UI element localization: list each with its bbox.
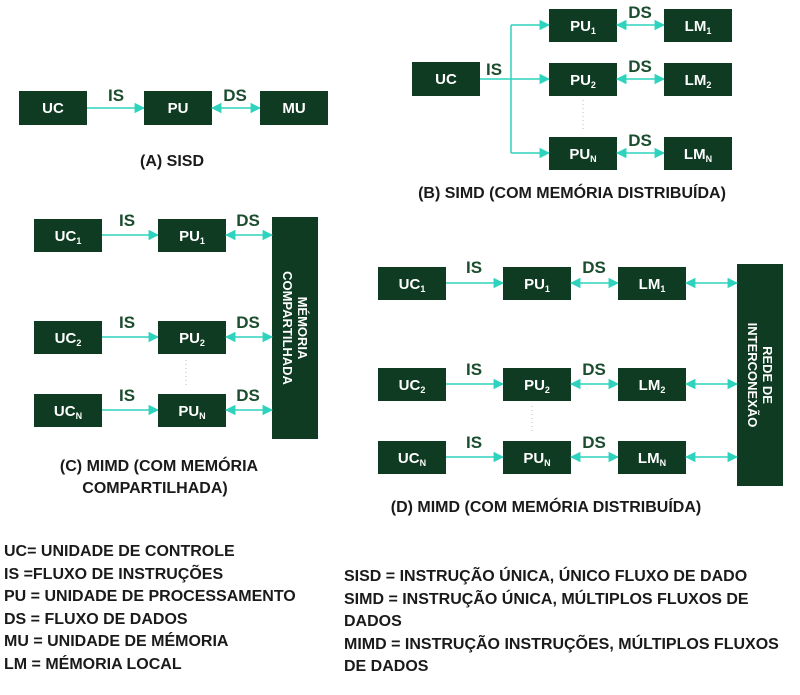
mimd-d-caption: (D) MIMD (COM MEMÓRIA DISTRIBUÍDA) bbox=[391, 497, 701, 516]
simd-lm-label-2: LM2 bbox=[685, 72, 712, 90]
simd-lm-label-n: LMN bbox=[684, 146, 712, 164]
legend-item-mu: MU = UNIDADE DE MÉMORIA bbox=[4, 633, 229, 650]
mimd-c-pu-box-2 bbox=[158, 321, 226, 354]
sisd-pu-label: PU bbox=[168, 100, 189, 117]
mimd-d-lm-label-n: LMN bbox=[638, 450, 666, 468]
mimd-d-pu-box-n bbox=[503, 441, 571, 474]
mimd-c-pu-label-n: PUN bbox=[178, 403, 205, 421]
legend-item-pu: PU = UNIDADE DE PROCESSAMENTO bbox=[4, 588, 296, 605]
sisd-pu-box bbox=[144, 91, 212, 125]
simd-diagram: UC IS PU1 DS LM1 PU2 DS LM2 PUN DS LMN (… bbox=[412, 3, 732, 202]
mimd-c-pu-box-n bbox=[158, 394, 226, 427]
mimd-d-is-label-n: IS bbox=[466, 433, 482, 452]
simd-lm-box-n bbox=[664, 137, 732, 170]
mimd-c-uc-box-1 bbox=[34, 219, 102, 252]
interconnect-label: REDE DEINTERCONEXÃO bbox=[745, 323, 775, 428]
mimd-c-ds-label-n: DS bbox=[236, 386, 260, 405]
legend-item-uc: UC= UNIDADE DE CONTROLE bbox=[4, 543, 235, 560]
mimd-c-pu-box-1 bbox=[158, 219, 226, 252]
mimd-d-pu-box-2 bbox=[503, 368, 571, 401]
mimd-d-pu-label-1: PU1 bbox=[524, 276, 550, 294]
simd-uc-label: UC bbox=[435, 71, 457, 88]
mimd-d-ds-label-2: DS bbox=[582, 360, 606, 379]
simd-pu-box-2 bbox=[549, 63, 617, 96]
mimd-c-caption-line2: COMPARTILHADA) bbox=[82, 480, 227, 497]
sisd-is-label: IS bbox=[108, 86, 124, 105]
mimd-d-lm-label-2: LM2 bbox=[639, 377, 666, 395]
sisd-mu-box bbox=[260, 91, 328, 125]
simd-is-label: IS bbox=[486, 60, 502, 79]
sisd-mu-label: MU bbox=[282, 100, 305, 117]
mimd-c-pu-label-1: PU1 bbox=[179, 228, 205, 246]
mimd-c-uc-label-n: UCN bbox=[54, 403, 82, 421]
mimd-c-is-label-2: IS bbox=[119, 313, 135, 332]
legend-item-ds: DS = FLUXO DE DADOS bbox=[4, 610, 188, 628]
simd-lm-box-2 bbox=[664, 63, 732, 96]
mimd-d-uc-box-2 bbox=[378, 368, 446, 401]
legend-item-mimd: MIMD = INSTRUÇÃO INSTRUÇÕES, MÚLTIPLOS F… bbox=[344, 635, 779, 676]
simd-ds-label-2: DS bbox=[628, 57, 652, 76]
mimd-d-lm-box-2 bbox=[618, 368, 686, 401]
mimd-c-uc-label-1: UC1 bbox=[55, 228, 82, 246]
mimd-d-ds-label-n: DS bbox=[582, 433, 606, 452]
mimd-d-pu-label-n: PUN bbox=[523, 450, 550, 468]
shared-memory-box bbox=[272, 217, 318, 439]
simd-pu-label-n: PUN bbox=[569, 146, 596, 164]
mimd-c-ds-label-2: DS bbox=[236, 313, 260, 332]
legend-item-simd: SIMD = INSTRUÇÃO ÚNICA, MÚLTIPLOS FLUXOS… bbox=[344, 590, 749, 631]
mimd-d-uc-label-n: UCN bbox=[398, 450, 426, 468]
legend-item-is: IS =FLUXO DE INSTRUÇÕES bbox=[4, 565, 224, 583]
mimd-d-ds-label-1: DS bbox=[582, 258, 606, 277]
mimd-c-uc-box-n bbox=[34, 394, 102, 427]
mimd-d-pu-label-2: PU2 bbox=[524, 377, 550, 395]
shared-memory-label: MÉMORIACOMPARTILHADA bbox=[280, 271, 310, 385]
sisd-uc-box bbox=[19, 91, 87, 125]
mimd-c-uc-label-2: UC2 bbox=[55, 330, 82, 348]
mimd-c-ds-label-1: DS bbox=[236, 211, 260, 230]
mimd-d-uc-label-2: UC2 bbox=[399, 377, 426, 395]
sisd-caption: (A) SISD bbox=[140, 153, 204, 170]
legend-right: SISD = INSTRUÇÃO ÚNICA, ÚNICO FLUXO DE D… bbox=[344, 566, 794, 679]
mimd-d-is-label-2: IS bbox=[466, 360, 482, 379]
mimd-d-is-label-1: IS bbox=[466, 258, 482, 277]
sisd-uc-label: UC bbox=[42, 100, 64, 117]
mimd-d-uc-label-1: UC1 bbox=[399, 276, 426, 294]
mimd-d-uc-box-n bbox=[378, 441, 446, 474]
mimd-c-is-label-1: IS bbox=[119, 211, 135, 230]
simd-ds-label-1: DS bbox=[628, 3, 652, 22]
sisd-diagram: UC IS PU DS MU (A) SISD bbox=[19, 86, 328, 170]
simd-pu-box-n bbox=[549, 137, 617, 170]
simd-ds-label-n: DS bbox=[628, 131, 652, 150]
sisd-ds-label: DS bbox=[223, 86, 247, 105]
simd-pu-box-1 bbox=[549, 9, 617, 42]
legend-item-sisd: SISD = INSTRUÇÃO ÚNICA, ÚNICO FLUXO DE D… bbox=[344, 568, 748, 585]
mimd-d-lm-box-1 bbox=[618, 267, 686, 300]
simd-lm-box-1 bbox=[664, 9, 732, 42]
interconnect-box bbox=[737, 264, 783, 486]
legend-left: UC= UNIDADE DE CONTROLE IS =FLUXO DE INS… bbox=[4, 541, 296, 676]
mimd-c-pu-label-2: PU2 bbox=[179, 330, 205, 348]
simd-pu-label-2: PU2 bbox=[570, 72, 596, 90]
legend-item-lm: LM = MÉMORIA LOCAL bbox=[4, 655, 182, 673]
mimd-c-caption-line1: (C) MIMD (COM MEMÓRIA bbox=[60, 456, 259, 475]
mimd-d-lm-label-1: LM1 bbox=[639, 276, 666, 294]
mimd-d-pu-box-1 bbox=[503, 267, 571, 300]
mimd-shared-diagram: MÉMORIACOMPARTILHADA UC1 IS PU1 DS UC2 I… bbox=[34, 211, 318, 497]
mimd-d-lm-box-n bbox=[618, 441, 686, 474]
simd-caption: (B) SIMD (COM MEMÓRIA DISTRIBUÍDA) bbox=[418, 183, 726, 202]
mimd-distributed-diagram: REDE DEINTERCONEXÃO UC1 IS PU1 DS LM1 UC… bbox=[378, 258, 783, 516]
simd-lm-label-1: LM1 bbox=[685, 18, 712, 36]
simd-pu-label-1: PU1 bbox=[570, 18, 596, 36]
simd-uc-box bbox=[412, 62, 480, 96]
mimd-d-uc-box-1 bbox=[378, 267, 446, 300]
mimd-c-is-label-n: IS bbox=[119, 386, 135, 405]
mimd-c-uc-box-2 bbox=[34, 321, 102, 354]
